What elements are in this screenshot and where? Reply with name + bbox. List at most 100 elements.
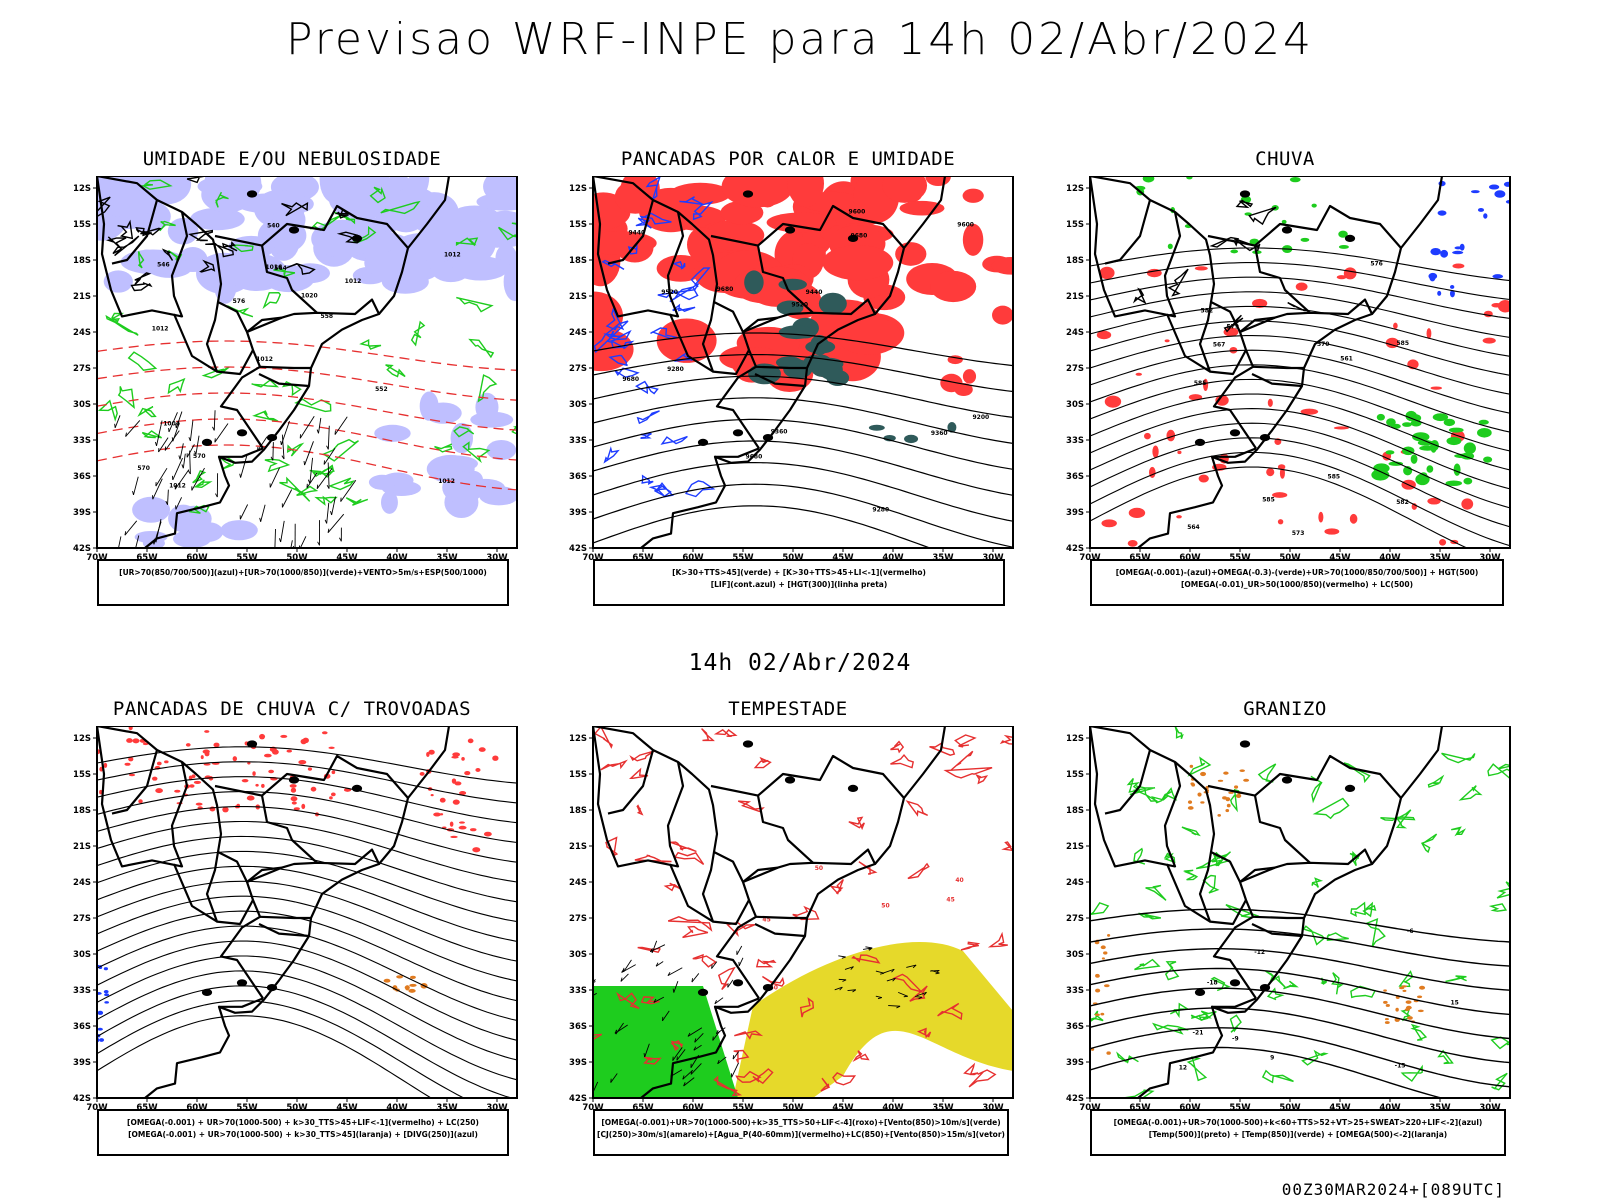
- lon-tick-label: 35W: [436, 553, 458, 563]
- lat-tick-label: 33S: [569, 986, 587, 996]
- lon-tick-label: 55W: [1229, 1103, 1251, 1113]
- lat-tick-label: 21S: [1066, 292, 1084, 302]
- lon-tick-label: 60W: [186, 1103, 208, 1113]
- lon-tick-label: 30W: [486, 1103, 508, 1113]
- legend-line: [OMEGA(-0.001)+UR>70(1000-500)+k>35_TTS>…: [601, 1118, 1001, 1127]
- lon-tick-label: 65W: [632, 1103, 654, 1113]
- geography-layer: [593, 726, 947, 1098]
- lat-tick-label: 39S: [569, 508, 587, 518]
- map-plot: 1012 1012 1012 1012 1012 1012 1016 1020 1004 576 5…: [73, 176, 518, 563]
- lat-tick-label: 27S: [1066, 914, 1084, 924]
- lon-tick-label: 40W: [386, 553, 408, 563]
- contour-label: 579: [1226, 323, 1239, 330]
- lon-tick-label: 30W: [1479, 553, 1501, 563]
- map-plot: -6 -9 -12 -15 -18 -21 15 12 9 12S 15S 18S 21S 24S 27S 3…: [1066, 726, 1511, 1113]
- contour-label: 45: [762, 917, 770, 924]
- contour-label: 561: [1340, 356, 1353, 363]
- lat-tick-label: 27S: [1066, 364, 1084, 374]
- lat-tick-label: 39S: [1066, 508, 1084, 518]
- lon-tick-label: 55W: [732, 553, 754, 563]
- legend-line: [UR>70(850/700/500)](azul)+[UR>70(1000/8…: [119, 568, 487, 577]
- contour-label: 40: [955, 877, 963, 884]
- mid-date-label: 14h 02/Abr/2024: [688, 650, 912, 676]
- lat-tick-label: 36S: [1066, 1022, 1084, 1032]
- contour-label: 552: [375, 386, 388, 393]
- lat-tick-label: 21S: [569, 292, 587, 302]
- lon-tick-label: 60W: [186, 553, 208, 563]
- contour-label: 573: [1292, 530, 1305, 537]
- panel-title: TEMPESTADE: [728, 698, 848, 720]
- lon-tick-label: 65W: [632, 553, 654, 563]
- lat-tick-label: 30S: [569, 400, 587, 410]
- lat-tick-label: 30S: [569, 950, 587, 960]
- lat-tick-label: 27S: [569, 364, 587, 374]
- lon-tick-label: 35W: [1429, 1103, 1451, 1113]
- lat-tick-label: 27S: [569, 914, 587, 924]
- wind-850-area: [593, 986, 738, 1098]
- lon-tick-label: 50W: [782, 1103, 804, 1113]
- lon-tick-label: 35W: [1429, 553, 1451, 563]
- contour-label: 50: [815, 865, 823, 872]
- lat-tick-label: 21S: [569, 842, 587, 852]
- contour-label: 1012: [169, 482, 186, 489]
- lat-tick-label: 24S: [569, 328, 587, 338]
- lon-tick-label: 70W: [86, 1103, 108, 1113]
- lat-tick-label: 24S: [1066, 878, 1084, 888]
- lon-tick-label: 35W: [932, 553, 954, 563]
- instability-k-tts-area: [744, 270, 850, 386]
- lat-tick-label: 39S: [73, 1058, 91, 1068]
- lat-tick-label: 30S: [1066, 400, 1084, 410]
- contour-label: 585: [1328, 474, 1341, 481]
- lon-tick-label: 50W: [782, 553, 804, 563]
- legend-line: [OMEGA(-0.001) + UR>70(1000-500) + k>30_…: [128, 1130, 478, 1139]
- legend-line: [LIF](cont.azul) + [HGT(300)](linha pret…: [710, 580, 888, 589]
- lon-tick-label: 55W: [236, 553, 258, 563]
- contour-label: 582: [1396, 499, 1409, 506]
- legend-line: [OMEGA(-0.001)-(azul)+OMEGA(-0.3)-(verde…: [1115, 568, 1479, 577]
- contour-lines: [97, 340, 517, 491]
- legend-line: [K>30+TTS>45](verde) + [K>30+TTS>45+LI<-…: [672, 568, 926, 577]
- contour-lines: [593, 332, 1013, 548]
- lon-tick-label: 55W: [732, 1103, 754, 1113]
- geography-layer: [97, 176, 451, 548]
- lat-tick-label: 42S: [1066, 544, 1084, 554]
- lon-tick-label: 30W: [486, 553, 508, 563]
- instability-east: [940, 355, 977, 396]
- lat-tick-label: 39S: [569, 1058, 587, 1068]
- lon-tick-label: 40W: [1379, 1103, 1401, 1113]
- lat-tick-label: 12S: [73, 184, 91, 194]
- contour-label: 1012: [152, 325, 169, 332]
- lon-tick-label: 70W: [582, 553, 604, 563]
- contour-label: 9600: [957, 222, 974, 229]
- lon-tick-label: 50W: [286, 553, 308, 563]
- lat-tick-label: 18S: [569, 256, 587, 266]
- lon-tick-label: 30W: [982, 553, 1004, 563]
- contour-label: 570: [137, 465, 150, 472]
- lon-tick-label: 45W: [336, 1103, 358, 1113]
- legend-line: [OMEGA(-0.01)_UR>50(1000/850)(vermelho) …: [1180, 580, 1414, 589]
- lon-tick-label: 70W: [86, 553, 108, 563]
- humidity-shading-sw: [132, 496, 258, 548]
- contour-label: 1020: [301, 292, 318, 299]
- lat-tick-label: 30S: [73, 400, 91, 410]
- lat-tick-label: 15S: [73, 770, 91, 780]
- contour-label: 1012: [438, 478, 455, 485]
- lat-tick-label: 24S: [569, 878, 587, 888]
- map-panel-4: PANCADAS DE CHUVA C/ TROVOADAS 12S 15S 18S 2…: [52, 698, 532, 1168]
- lat-tick-label: 30S: [73, 950, 91, 960]
- humidity-shading-south: [368, 391, 517, 519]
- lat-tick-label: 12S: [1066, 734, 1084, 744]
- map-panel-6: GRANIZO -6 -9 -12 -15 -18 -21 15 12 9 12S 15S 18S 21S…: [1045, 698, 1525, 1168]
- lat-tick-label: 39S: [73, 508, 91, 518]
- lon-tick-label: 55W: [236, 1103, 258, 1113]
- lat-tick-label: 21S: [73, 292, 91, 302]
- lat-tick-label: 18S: [73, 806, 91, 816]
- contour-label: 9440: [806, 289, 823, 296]
- pressure-contours: [97, 176, 361, 292]
- omega-500-orange: [1187, 764, 1250, 817]
- lat-tick-label: 39S: [1066, 1058, 1084, 1068]
- contour-label: 564: [274, 265, 287, 272]
